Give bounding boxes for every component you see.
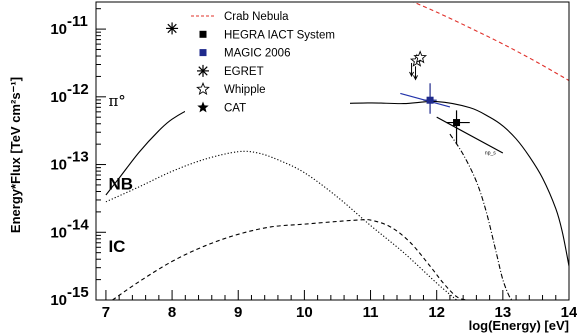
nb-model-line	[105, 150, 457, 300]
x-tick-label: 8	[168, 304, 176, 321]
y-tick-base: 10	[50, 292, 67, 309]
legend-box	[185, 3, 350, 116]
small-annotation: np_s	[485, 150, 496, 156]
upper-limit-arrow	[409, 62, 415, 78]
y-tick-exponent: -11	[67, 13, 88, 30]
annotation-label: NB	[108, 175, 133, 194]
asterisk-stroke	[167, 23, 177, 34]
legend-entry-label: Crab Nebula	[224, 11, 289, 23]
open-star-marker	[196, 81, 210, 96]
plot-frame	[95, 1, 570, 301]
square-marker	[199, 30, 207, 38]
legend-entry-label: Whipple	[224, 84, 266, 96]
legend-marker	[199, 30, 207, 38]
annotations: π° NB IC np_s	[108, 92, 496, 256]
legend-marker	[197, 64, 209, 77]
series-layer	[105, 2, 569, 300]
open-star-marker	[413, 50, 428, 64]
points-layer	[166, 22, 470, 145]
y-tick-base: 10	[50, 157, 67, 174]
y-tick-label: 10 -15	[50, 284, 88, 309]
square-marker	[453, 119, 461, 127]
annotation-label: π°	[108, 92, 125, 110]
y-tick-exponent: -14	[67, 216, 89, 233]
square-marker	[199, 49, 207, 57]
cutoff-model-line	[449, 133, 514, 300]
square-marker	[426, 96, 434, 104]
data-point-open-star	[413, 50, 428, 64]
data-point-square-black	[453, 119, 461, 127]
x-tick-label: 11	[363, 304, 379, 321]
annotation-label: IC	[108, 237, 125, 256]
legend-marker	[196, 81, 210, 96]
y-axis-label: Energy*Flux [TeV cm²s⁻¹]	[8, 77, 23, 233]
filled-star-marker	[197, 101, 209, 113]
data-point-asterisk	[166, 22, 179, 35]
legend-entry-label: HEGRA IACT System	[224, 29, 335, 41]
upper-limit-arrow	[413, 66, 418, 81]
y-tick-base: 10	[50, 89, 67, 106]
legend-marker	[197, 101, 209, 113]
y-tick-exponent: -13	[67, 149, 89, 166]
ic-model-line	[112, 218, 467, 300]
x-tick-label: 13	[495, 304, 512, 321]
x-tick-label: 10	[296, 304, 313, 321]
upper-limit-head	[409, 71, 415, 78]
legend-entry-label: EGRET	[224, 66, 264, 78]
y-tick-label: 10 -11	[50, 13, 88, 38]
legend: Crab Nebula HEGRA IACT System MAGIC 2006 EG…	[185, 3, 350, 116]
y-tick-label: 10 -13	[50, 149, 88, 174]
crab-nebula-line	[411, 2, 569, 82]
x-axis-label: log(Energy) [eV]	[469, 318, 569, 333]
asterisk-stroke	[198, 66, 208, 76]
x-tick-label: 9	[234, 304, 242, 321]
x-tick-label: 14	[561, 304, 577, 321]
upper-limit-head	[413, 75, 418, 81]
y-tick-base: 10	[50, 224, 67, 241]
y-tick-exponent: -15	[67, 284, 89, 301]
data-point-square-blue	[426, 96, 434, 104]
y-tick-base: 10	[50, 21, 67, 38]
y-tick-label: 10 -14	[50, 216, 89, 241]
legend-entry-label: MAGIC 2006	[224, 48, 290, 60]
x-tick-label: 12	[428, 304, 445, 321]
legend-marker	[199, 49, 207, 57]
y-tick-label: 10 -12	[50, 81, 88, 106]
total-model-line	[105, 100, 569, 267]
x-tick-label: 7	[102, 304, 110, 321]
y-tick-exponent: -12	[67, 81, 89, 98]
legend-entry-label: CAT	[224, 103, 246, 115]
